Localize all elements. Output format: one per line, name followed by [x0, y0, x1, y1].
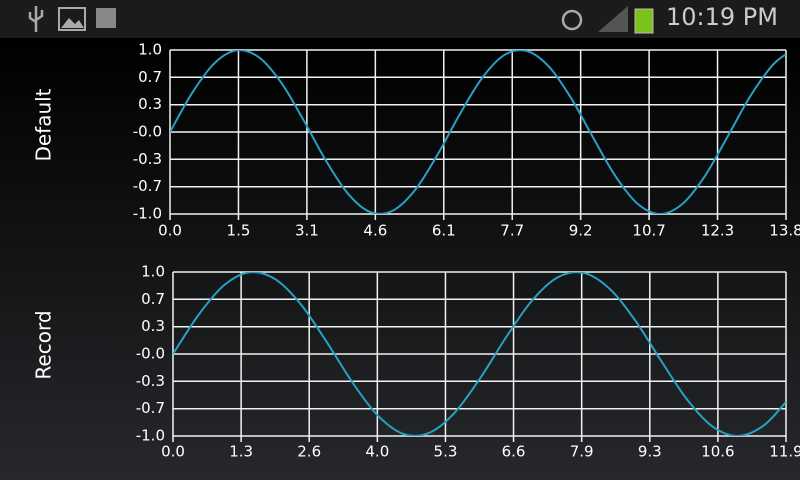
x-tick-label: 10.7: [632, 222, 665, 240]
signal-icon: [598, 6, 628, 32]
x-tick-label: 13.8: [769, 222, 800, 240]
y-tick-label: 1.0: [141, 263, 165, 281]
chart-title: Record: [32, 310, 56, 379]
x-tick-label: 6.6: [502, 443, 526, 461]
x-tick-label: 9.3: [638, 443, 662, 461]
x-tick-label: 12.3: [701, 222, 734, 240]
x-tick-label: 1.5: [227, 222, 251, 240]
x-tick-label: 10.6: [701, 443, 734, 461]
x-tick-label: 11.9: [769, 443, 800, 461]
sd-icon: [96, 8, 116, 28]
x-tick-label: 6.1: [432, 222, 456, 240]
x-tick-label: 4.0: [365, 443, 389, 461]
y-tick-label: -0.3: [136, 372, 165, 390]
x-tick-label: 4.6: [363, 222, 387, 240]
x-tick-label: 5.3: [434, 443, 458, 461]
y-tick-label: -0.7: [136, 399, 165, 417]
y-tick-label: -1.0: [133, 205, 162, 223]
y-tick-label: -1.0: [136, 427, 165, 445]
background: [0, 38, 800, 480]
y-tick-label: -0.7: [133, 177, 162, 195]
y-tick-label: 1.0: [138, 41, 162, 59]
y-tick-label: -0.0: [136, 345, 165, 363]
x-tick-label: 3.1: [295, 222, 319, 240]
y-tick-label: -0.0: [133, 123, 162, 141]
image-icon-hill: [61, 18, 84, 28]
alarm-icon: [561, 9, 583, 31]
y-tick-label: 0.3: [141, 317, 165, 335]
status-bar-bg: [0, 0, 800, 38]
status-bar: 10:19 PM: [0, 0, 800, 38]
battery-icon: [634, 8, 654, 34]
data-line: [170, 50, 786, 214]
chart-title: Default: [32, 88, 56, 161]
x-tick-label: 1.3: [229, 443, 253, 461]
x-tick-label: 0.0: [161, 443, 185, 461]
x-tick-label: 2.6: [297, 443, 321, 461]
y-tick-label: 0.3: [138, 95, 162, 113]
usb-icon: [28, 6, 44, 32]
clock: 10:19 PM: [666, 3, 778, 31]
y-tick-label: 0.7: [138, 68, 162, 86]
x-tick-label: 9.2: [569, 222, 593, 240]
y-tick-label: -0.3: [133, 150, 162, 168]
x-tick-label: 0.0: [158, 222, 182, 240]
x-tick-label: 7.7: [500, 222, 524, 240]
image-icon: [58, 7, 86, 31]
data-line: [173, 272, 786, 436]
x-tick-label: 7.9: [570, 443, 594, 461]
y-tick-label: 0.7: [141, 290, 165, 308]
